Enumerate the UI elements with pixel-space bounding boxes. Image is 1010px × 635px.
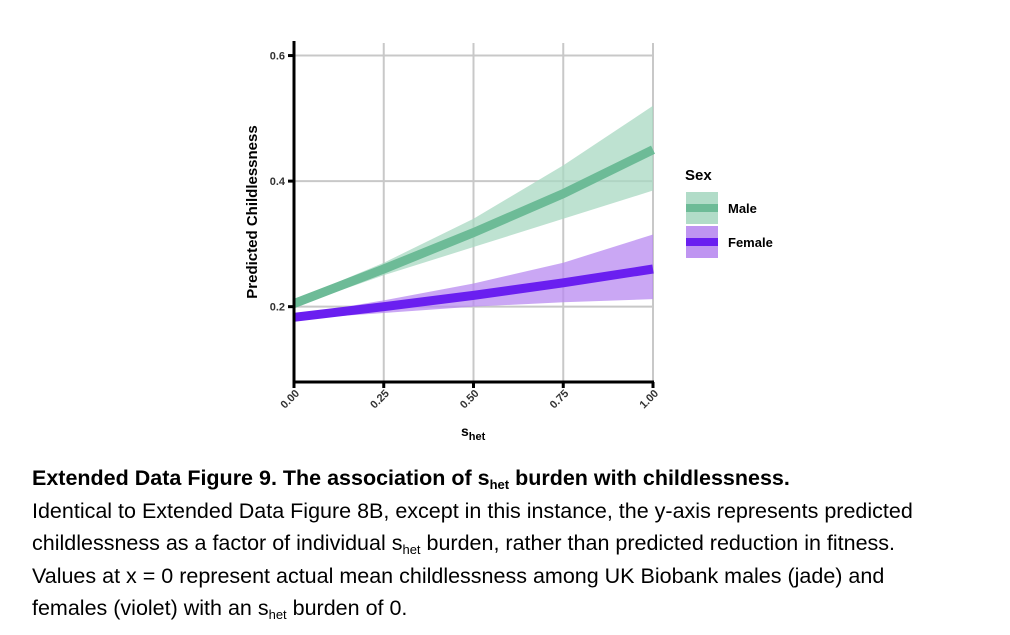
caption-line-4-pre: females (violet) with an s bbox=[32, 596, 269, 620]
x-tick-label: 0.50 bbox=[458, 388, 482, 412]
caption-title: Extended Data Figure 9. The association … bbox=[32, 462, 1002, 495]
caption-line-2-pre: childlessness as a factor of individual … bbox=[32, 531, 403, 555]
axes bbox=[288, 41, 655, 388]
y-tick-label: 0.2 bbox=[270, 302, 285, 314]
series-line-female bbox=[293, 264, 654, 322]
caption-line-2-post: burden, rather than predicted reduction … bbox=[420, 531, 896, 555]
y-tick-label: 0.4 bbox=[270, 176, 286, 188]
caption-line-4: females (violet) with an shet burden of … bbox=[32, 592, 1002, 625]
caption-title-pre: Extended Data Figure 9. The association … bbox=[32, 466, 490, 490]
y-tick-label: 0.6 bbox=[270, 51, 285, 63]
legend-title: Sex bbox=[685, 167, 712, 184]
caption-line-3: Values at x = 0 represent actual mean ch… bbox=[32, 563, 885, 588]
series-line-male bbox=[292, 145, 655, 308]
grid bbox=[293, 43, 654, 382]
caption-line-2-sub: het bbox=[402, 542, 421, 557]
x-tick-label: 0.00 bbox=[278, 388, 302, 412]
legend-label-male: Male bbox=[728, 201, 757, 216]
x-tick-label: 1.00 bbox=[637, 388, 661, 412]
x-tick-label: 0.75 bbox=[548, 388, 572, 412]
caption-line-4-post: burden of 0. bbox=[286, 596, 408, 620]
y-axis-label: Predicted Childlessness bbox=[244, 125, 261, 298]
x-tick-label: 0.25 bbox=[368, 388, 392, 412]
chart: 0.2 0.4 0.6 0.00 0.25 0.50 0.75 1.00 Predicted … bbox=[244, 41, 773, 443]
caption-title-sub: het bbox=[489, 477, 510, 492]
caption-line-1: Identical to Extended Data Figure 8B, ex… bbox=[32, 498, 913, 523]
caption-title-post: burden with childlessness. bbox=[509, 466, 790, 490]
legend-label-female: Female bbox=[728, 235, 773, 250]
figure-caption: Extended Data Figure 9. The association … bbox=[32, 462, 1002, 625]
x-axis-label-main: s bbox=[461, 423, 469, 439]
x-axis-label-sub: het bbox=[469, 431, 486, 443]
caption-line-2: childlessness as a factor of individual … bbox=[32, 527, 1002, 560]
ci-band-female bbox=[294, 234, 653, 320]
caption-line-4-sub: het bbox=[268, 607, 287, 622]
x-axis-label: shet bbox=[461, 423, 486, 443]
series-lines bbox=[292, 145, 655, 322]
legend: Sex Male Female bbox=[685, 167, 773, 258]
tick-labels: 0.2 0.4 0.6 0.00 0.25 0.50 0.75 1.00 bbox=[270, 51, 661, 412]
